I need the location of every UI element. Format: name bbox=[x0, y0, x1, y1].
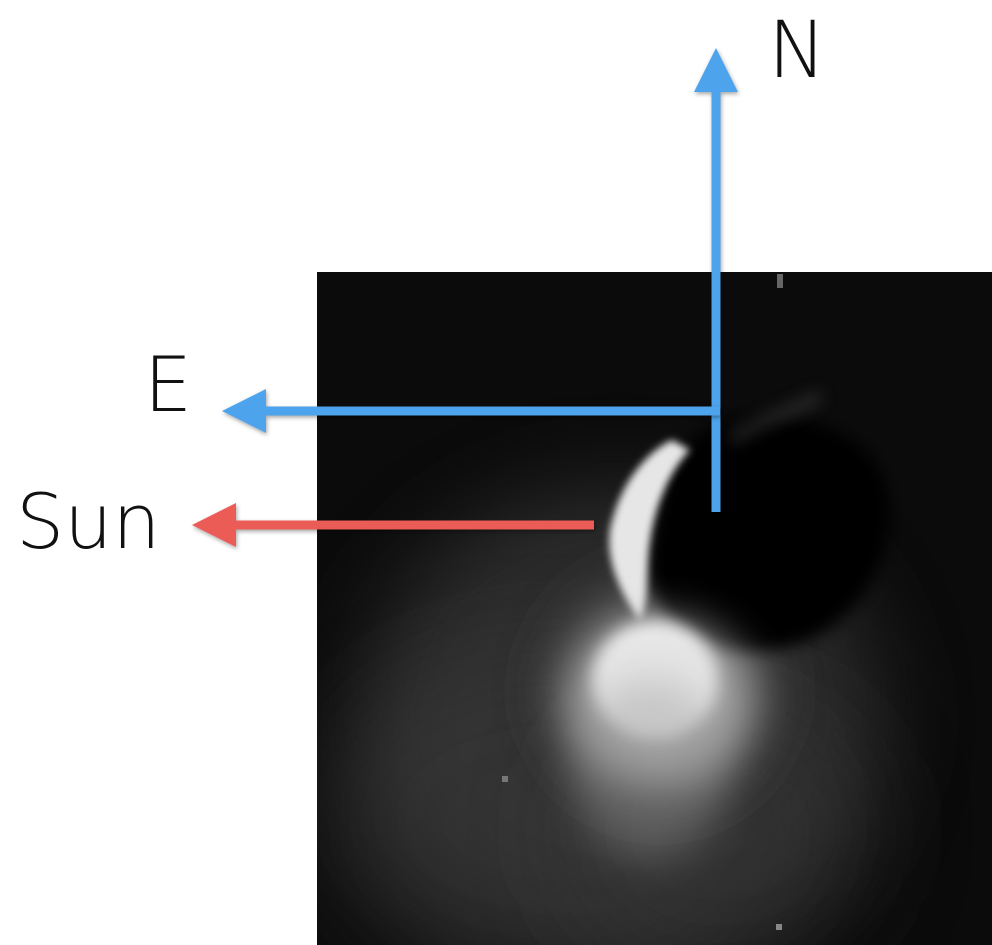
nucleus-shape bbox=[647, 417, 891, 652]
arrow-left-icon bbox=[222, 389, 266, 433]
sun-arrow bbox=[192, 503, 594, 547]
east-label: E bbox=[144, 340, 193, 429]
north-label: N bbox=[768, 6, 827, 96]
arrow-up-icon bbox=[694, 48, 738, 92]
comet-image bbox=[317, 272, 992, 945]
north-arrow bbox=[694, 48, 738, 512]
east-arrow bbox=[222, 389, 720, 433]
sun-label: Sun bbox=[16, 477, 161, 566]
illuminated-limb bbox=[609, 440, 690, 620]
arrow-left-icon bbox=[192, 503, 236, 547]
